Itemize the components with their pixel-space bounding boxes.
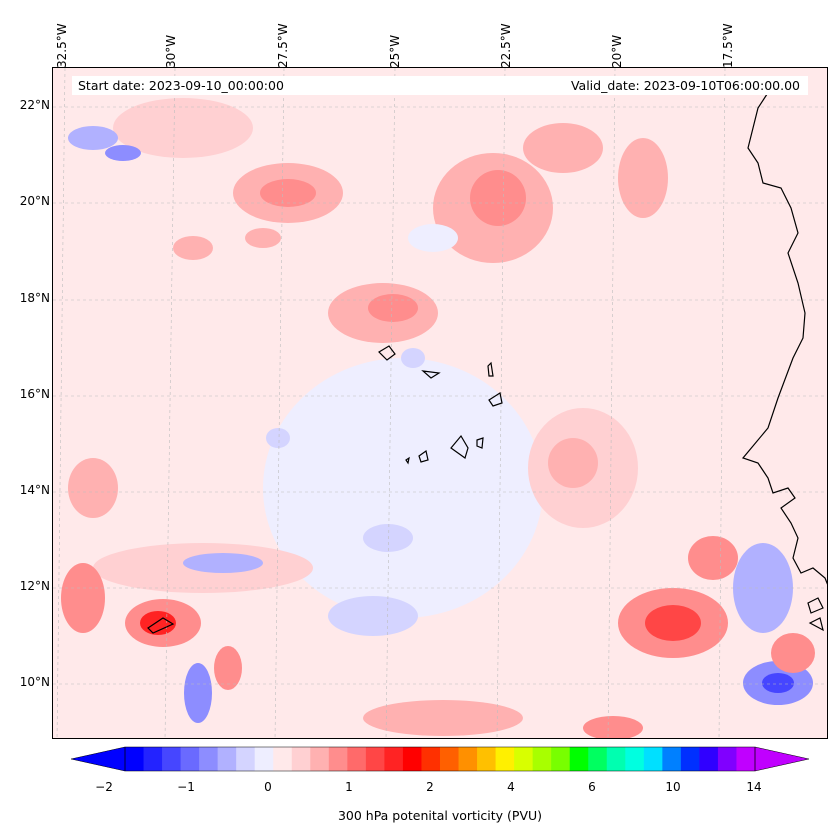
colorbar-bin — [217, 747, 237, 771]
colorbar-bin — [717, 747, 737, 771]
latitude-label: 20°N — [19, 194, 50, 208]
colorbar-bin — [514, 747, 534, 771]
colorbar-bin — [273, 747, 293, 771]
coastlines — [147, 87, 827, 634]
colorbar-tick: 14 — [746, 780, 762, 794]
start-date-label: Start date: 2023-09-10_00:00:00 — [72, 76, 526, 95]
colorbar-bin — [328, 747, 348, 771]
colorbar-bin — [402, 747, 422, 771]
colorbar-tick: 1 — [345, 780, 353, 794]
longitude-label: 27.5°W — [276, 23, 290, 68]
pv-contours — [61, 98, 815, 738]
longitude-label: 30°W — [164, 34, 178, 68]
colorbar-bin — [421, 747, 441, 771]
colorbar-bin — [254, 747, 274, 771]
colorbar-bin — [699, 747, 719, 771]
colorbar-bin — [143, 747, 163, 771]
graticule — [53, 68, 827, 738]
colorbar-tick: 2 — [426, 780, 434, 794]
colorbar-bin — [458, 747, 478, 771]
colorbar-bin — [440, 747, 460, 771]
colorbar-bin — [643, 747, 663, 771]
colorbar-bin — [680, 747, 700, 771]
latitude-label: 22°N — [19, 98, 50, 112]
colorbar-bin — [199, 747, 219, 771]
west-africa-islands — [147, 597, 824, 634]
colorbar-max-arrow — [754, 746, 810, 772]
latitude-label: 16°N — [19, 387, 50, 401]
latitude-label: 14°N — [19, 483, 50, 497]
colorbar-bin — [551, 747, 571, 771]
longitude-label: 22.5°W — [499, 23, 513, 68]
colorbar-tick: 4 — [507, 780, 515, 794]
colorbar — [70, 746, 810, 772]
longitude-label: 25°W — [388, 34, 402, 68]
colorbar-bin — [477, 747, 497, 771]
colorbar-bin — [736, 747, 756, 771]
colorbar-bin — [384, 747, 404, 771]
latitude-label: 12°N — [19, 579, 50, 593]
map-panel — [52, 67, 828, 739]
longitude-label: 20°W — [610, 34, 624, 68]
pv-contour-map — [53, 68, 827, 738]
latitude-label: 10°N — [19, 675, 50, 689]
colorbar-tick: 10 — [665, 780, 681, 794]
colorbar-bin — [588, 747, 608, 771]
longitude-label: 32.5°W — [55, 23, 69, 68]
valid-date-label: Valid_date: 2023-09-10T06:00:00.00 — [526, 76, 808, 95]
colorbar-tick: −1 — [177, 780, 195, 794]
africa-coastline — [741, 87, 827, 585]
colorbar-bin — [532, 747, 552, 771]
colorbar-bin — [625, 747, 645, 771]
colorbar-bin — [495, 747, 515, 771]
colorbar-bin — [125, 747, 145, 771]
colorbar-bin — [180, 747, 200, 771]
colorbar-min-arrow — [70, 746, 126, 772]
cabo-verde-islands — [378, 345, 503, 465]
colorbar-bin — [236, 747, 256, 771]
colorbar-bin — [291, 747, 311, 771]
colorbar-bins — [125, 747, 756, 771]
colorbar-label: 300 hPa potenital vorticity (PVU) — [337, 808, 543, 823]
colorbar-bin — [162, 747, 182, 771]
colorbar-bin — [662, 747, 682, 771]
latitude-label: 18°N — [19, 291, 50, 305]
colorbar-tick: 0 — [264, 780, 272, 794]
colorbar-bin — [606, 747, 626, 771]
colorbar-bin — [365, 747, 385, 771]
colorbar-bin — [569, 747, 589, 771]
longitude-label: 17.5°W — [721, 23, 735, 68]
colorbar-tick: −2 — [95, 780, 113, 794]
colorbar-tick: 6 — [588, 780, 596, 794]
colorbar-bin — [347, 747, 367, 771]
colorbar-bin — [310, 747, 330, 771]
